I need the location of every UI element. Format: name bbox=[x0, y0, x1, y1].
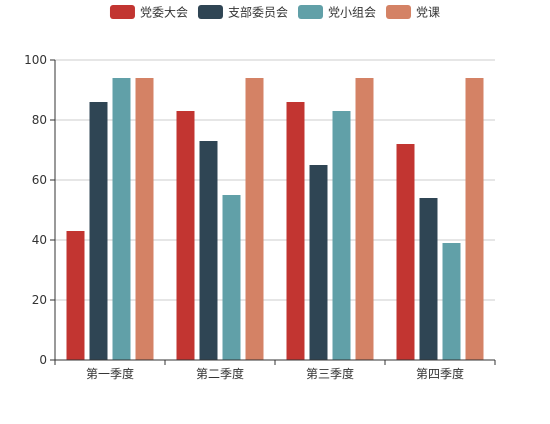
legend-item-2[interactable]: 支部委员会 bbox=[197, 5, 288, 20]
y-tick-label: 0 bbox=[39, 353, 47, 367]
legend-item-3[interactable]: 党小组会 bbox=[298, 5, 376, 20]
bar-2-2[interactable] bbox=[199, 141, 218, 360]
legend[interactable]: 党委大会 支部委员会 党小组会 党课 bbox=[109, 5, 440, 20]
axes: 0 20 40 60 80 100 第一季度 第二季度 第三季度 第四季度 bbox=[24, 53, 496, 381]
x-tick-label: 第三季度 bbox=[306, 366, 354, 381]
legend-item-4[interactable]: 党课 bbox=[386, 5, 440, 20]
legend-item-1[interactable]: 党委大会 bbox=[109, 5, 188, 20]
legend-label: 党小组会 bbox=[328, 5, 376, 20]
legend-swatch bbox=[298, 5, 323, 19]
bar-3-1[interactable] bbox=[286, 102, 305, 360]
bar-2-4[interactable] bbox=[245, 78, 264, 360]
x-tick-label: 第二季度 bbox=[196, 366, 244, 381]
bar-3-2[interactable] bbox=[309, 165, 328, 360]
legend-label: 党委大会 bbox=[140, 5, 188, 20]
legend-swatch bbox=[386, 5, 412, 19]
bar-1-2[interactable] bbox=[89, 102, 108, 360]
legend-label: 党课 bbox=[416, 5, 440, 20]
bar-2-3[interactable] bbox=[222, 195, 241, 360]
legend-swatch bbox=[197, 5, 223, 19]
bar-4-1[interactable] bbox=[396, 144, 415, 360]
bar-3-4[interactable] bbox=[355, 78, 374, 360]
legend-swatch bbox=[109, 5, 135, 19]
bar-1-3[interactable] bbox=[112, 78, 131, 360]
y-tick-label: 100 bbox=[24, 53, 47, 67]
bar-1-4[interactable] bbox=[135, 78, 154, 360]
y-tick-label: 20 bbox=[32, 293, 47, 307]
bar-1-1[interactable] bbox=[66, 231, 85, 360]
y-tick-label: 40 bbox=[32, 233, 47, 247]
bar-2-1[interactable] bbox=[176, 111, 195, 360]
x-tick-label: 第一季度 bbox=[86, 366, 134, 381]
bars bbox=[66, 78, 484, 360]
y-tick-label: 80 bbox=[32, 113, 47, 127]
bar-4-2[interactable] bbox=[419, 198, 438, 360]
bar-4-4[interactable] bbox=[465, 78, 484, 360]
x-tick-label: 第四季度 bbox=[416, 366, 464, 381]
legend-label: 支部委员会 bbox=[228, 5, 288, 20]
y-tick-label: 60 bbox=[32, 173, 47, 187]
bar-4-3[interactable] bbox=[442, 243, 461, 360]
bar-3-3[interactable] bbox=[332, 111, 351, 360]
